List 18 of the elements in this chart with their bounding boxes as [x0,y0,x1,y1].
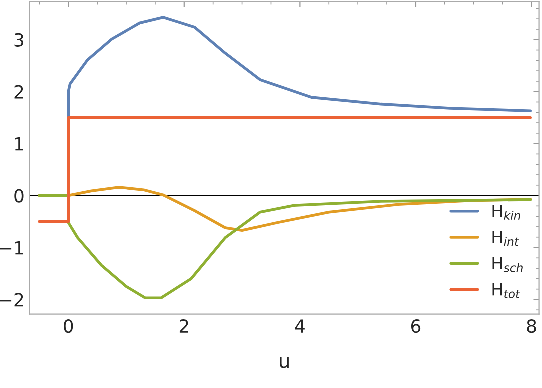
x-axis-title: u [280,357,289,368]
legend-label: H$_{kin}$ [492,205,520,220]
x-tick-label: 0 [64,319,74,334]
line-series [67,16,532,120]
x-tick-label: 4 [295,320,305,333]
legend-label: H$_{tot}$ [492,283,520,298]
x-tick-label: 8 [527,319,536,334]
line-series [38,194,532,300]
y-tick-label: 0 [14,189,24,203]
x-tick-label: 6 [411,319,421,334]
y-tick-label: 1 [15,138,24,151]
y-tick-label: 2 [14,85,24,99]
legend-label: H$_{int}$ [492,231,520,246]
legend-label: H$_{sch}$ [492,257,523,272]
y-tick-label: 3 [14,33,24,47]
x-tick-label: 2 [180,319,188,333]
y-tick-label: −2 [0,293,24,307]
y-tick-label: −1 [0,241,24,255]
